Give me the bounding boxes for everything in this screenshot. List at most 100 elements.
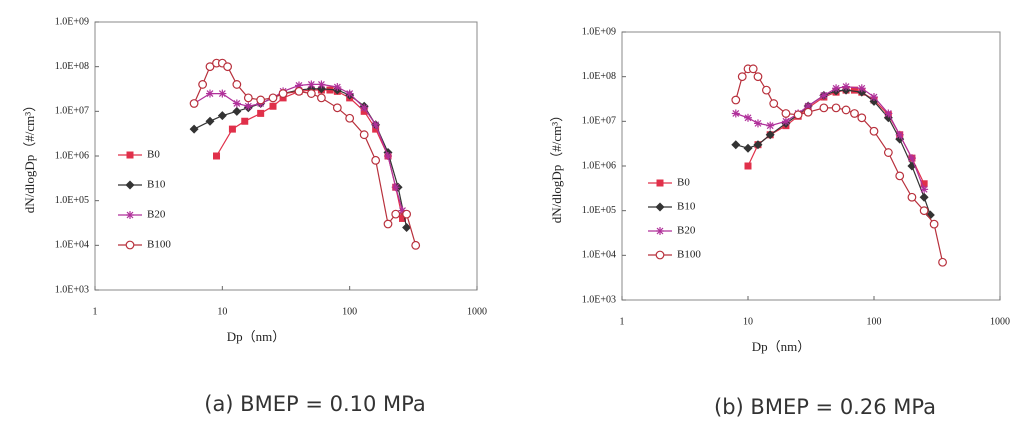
- marker: [884, 109, 893, 118]
- marker: [793, 110, 803, 120]
- x-axis-label: Dp（nm）: [752, 339, 811, 354]
- marker-stroke: [307, 81, 315, 88]
- legend-label: B20: [147, 209, 166, 221]
- marker: [765, 130, 775, 140]
- marker-stroke: [218, 90, 226, 97]
- marker: [804, 102, 813, 111]
- x-tick-label: 1: [620, 316, 625, 327]
- y-tick-label: 1.0E+06: [582, 160, 616, 171]
- marker: [744, 162, 752, 170]
- marker-stroke: [233, 100, 241, 107]
- marker: [399, 214, 407, 222]
- y-axis-label: dN/dlogDp（#/cm³）: [22, 99, 37, 213]
- marker: [359, 130, 369, 140]
- y-tick-label: 1.0E+07: [582, 116, 616, 127]
- marker-stroke: [372, 121, 380, 129]
- marker: [383, 219, 393, 229]
- marker: [306, 89, 316, 98]
- marker-stroke: [766, 122, 774, 130]
- marker: [402, 209, 412, 219]
- marker: [762, 85, 771, 95]
- marker: [731, 140, 741, 150]
- marker-stroke: [832, 84, 840, 92]
- y-tick-label: 1.0E+09: [55, 16, 89, 27]
- marker: [737, 72, 747, 82]
- marker-stroke: [244, 102, 252, 110]
- marker: [294, 81, 303, 90]
- marker: [244, 102, 253, 111]
- legend-label: B100: [677, 249, 701, 261]
- marker: [126, 151, 134, 159]
- x-tick-label: 100: [867, 316, 882, 327]
- legend-label: B20: [677, 225, 696, 237]
- legend-label: B10: [677, 201, 696, 213]
- marker: [731, 109, 740, 118]
- marker-stroke: [126, 211, 134, 219]
- marker: [857, 84, 866, 93]
- marker: [842, 82, 851, 91]
- marker: [803, 107, 813, 117]
- marker: [919, 192, 929, 202]
- marker-stroke: [295, 82, 303, 89]
- marker-stroke: [920, 185, 928, 193]
- marker: [929, 219, 939, 229]
- marker-stroke: [896, 131, 904, 139]
- marker-stroke: [384, 152, 392, 160]
- marker: [919, 206, 929, 216]
- marker-stroke: [317, 81, 325, 88]
- marker: [243, 93, 253, 103]
- marker-stroke: [782, 117, 790, 125]
- marker: [228, 125, 236, 133]
- marker: [781, 117, 790, 126]
- y-tick-label: 1.0E+05: [582, 205, 616, 216]
- marker: [841, 105, 851, 115]
- marker: [753, 140, 763, 150]
- marker-stroke: [392, 183, 400, 191]
- marker: [744, 113, 752, 122]
- legend-label: B0: [147, 149, 160, 161]
- marker: [241, 117, 249, 125]
- legend-label: B10: [147, 179, 166, 191]
- x-tick-label: 10: [743, 316, 753, 327]
- marker: [895, 171, 905, 181]
- marker: [832, 84, 841, 93]
- caption: (b) BMEP = 0.26 MPa: [714, 395, 936, 419]
- marker: [819, 103, 829, 113]
- marker: [189, 99, 199, 108]
- legend-label: B100: [147, 239, 171, 251]
- marker: [232, 99, 241, 108]
- marker-stroke: [399, 207, 406, 215]
- marker: [850, 86, 858, 94]
- marker: [189, 124, 199, 134]
- marker: [125, 240, 135, 250]
- y-tick-label: 1.0E+08: [55, 61, 89, 72]
- marker: [655, 202, 665, 212]
- marker-stroke: [754, 119, 762, 127]
- marker: [345, 89, 354, 98]
- marker: [920, 180, 928, 188]
- marker: [411, 240, 421, 250]
- marker: [938, 257, 947, 267]
- marker-stroke: [206, 90, 214, 97]
- marker: [232, 106, 242, 116]
- caption: (a) BMEP = 0.10 MPa: [204, 392, 425, 416]
- y-tick-label: 1.0E+07: [55, 106, 89, 117]
- y-tick-label: 1.0E+09: [582, 26, 616, 37]
- marker: [895, 130, 904, 139]
- marker: [256, 95, 266, 105]
- y-axis-label: dN/dlogDp（#/cm³）: [549, 109, 564, 223]
- y-tick-label: 1.0E+03: [582, 294, 616, 305]
- marker: [753, 72, 763, 82]
- marker: [294, 86, 304, 96]
- marker: [748, 64, 758, 74]
- marker: [850, 109, 859, 118]
- marker: [345, 113, 355, 123]
- marker: [383, 152, 392, 160]
- y-tick-label: 1.0E+08: [582, 71, 616, 82]
- marker: [870, 93, 878, 102]
- marker: [217, 111, 227, 121]
- marker: [268, 93, 278, 103]
- marker: [198, 80, 208, 89]
- marker: [333, 83, 342, 92]
